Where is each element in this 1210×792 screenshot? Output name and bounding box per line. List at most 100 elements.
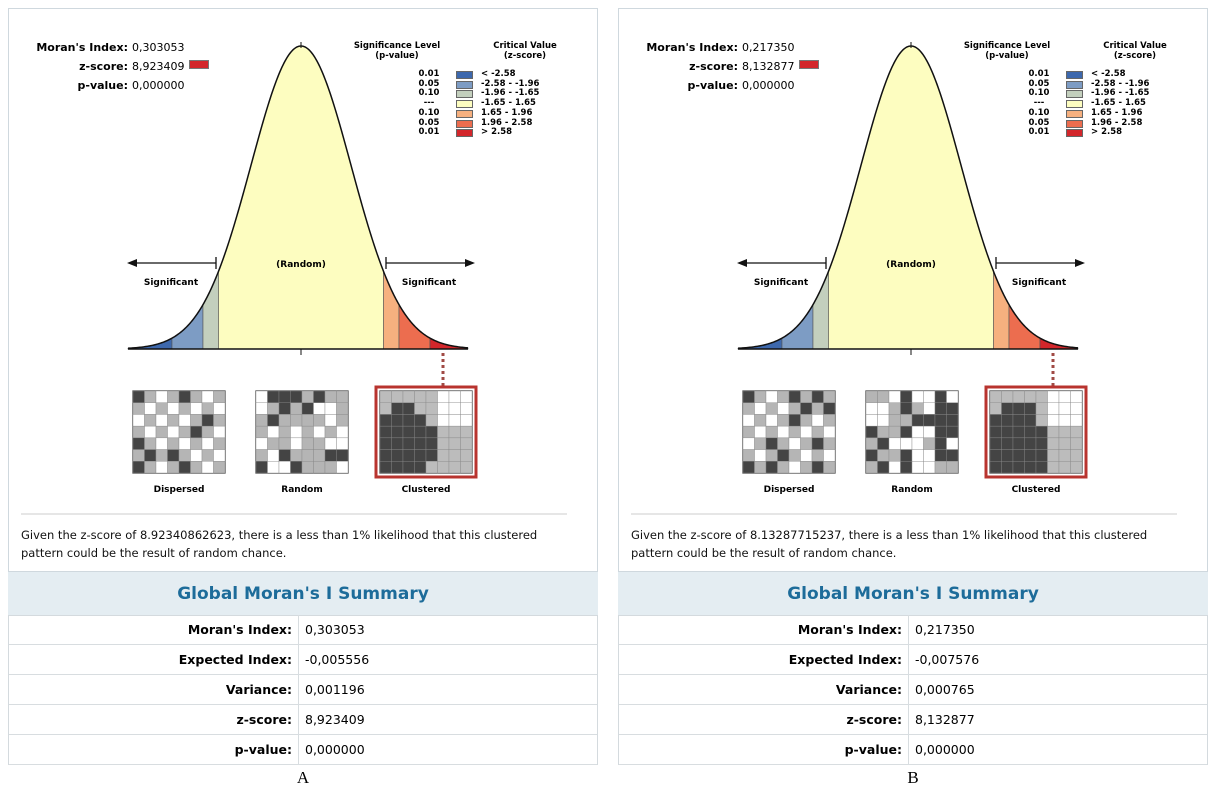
map-cell: [190, 402, 203, 415]
map-cell: [167, 402, 180, 415]
map-cell: [402, 449, 415, 462]
map-cell: [448, 425, 461, 439]
map-cell: [1012, 390, 1025, 403]
stat-label: z-score:: [689, 60, 738, 73]
stat-row: z-score: 8,132877: [619, 60, 819, 73]
map-cell: [1035, 425, 1048, 439]
map-cell: [1024, 461, 1037, 474]
map-cell: [1047, 461, 1060, 474]
legend-z: > 2.58: [481, 127, 513, 138]
map-cell: [765, 425, 778, 439]
map-cell: [255, 390, 268, 403]
map-cell: [777, 402, 790, 415]
summary-key: p-value:: [9, 735, 299, 764]
map-cell: [336, 414, 349, 427]
map-cell: [402, 437, 415, 450]
map-cell: [391, 414, 404, 427]
map-cell: [425, 461, 438, 474]
map-cell: [865, 437, 878, 450]
map-label: Dispersed: [154, 485, 205, 495]
report: Moran's Index: 0,303053 z-score: 8,923409 p-…: [8, 8, 598, 572]
map-cell: [437, 449, 450, 462]
map-cell: [1070, 437, 1083, 450]
legend-header: (p-value): [985, 51, 1029, 61]
map-cell: [255, 402, 268, 415]
map-cell: [800, 390, 813, 403]
map-cell: [1035, 402, 1048, 415]
map-cell: [301, 414, 314, 427]
summary-row: Expected Index: -0,007576: [619, 645, 1207, 675]
map-cell: [888, 449, 901, 462]
map-cell: [414, 437, 427, 450]
map-cell: [437, 402, 450, 415]
map-cell: [379, 449, 392, 462]
legend-p: 0.10: [1028, 88, 1050, 99]
map-cell: [437, 461, 450, 474]
legend-z: -1.96 - -1.65: [481, 88, 540, 99]
map-cell: [742, 402, 755, 415]
map-cell: [379, 402, 392, 415]
map-cell: [742, 414, 755, 427]
legend-swatch: [456, 100, 473, 109]
legend-z: > 2.58: [1091, 127, 1123, 138]
map-cell: [1024, 437, 1037, 450]
map-cell: [788, 449, 801, 462]
summary-key: Moran's Index:: [9, 615, 299, 644]
map-cell: [788, 425, 801, 439]
summary-value: 8,132877: [915, 712, 975, 727]
map-cell: [301, 402, 314, 415]
map-cell: [301, 437, 314, 450]
map-cell: [911, 425, 924, 439]
map-cell: [178, 461, 191, 474]
map-cell: [178, 390, 191, 403]
curve-outline: [127, 45, 469, 349]
map-cell: [1070, 461, 1083, 474]
summary-row: p-value: 0,000000: [9, 735, 597, 765]
map-cell: [402, 461, 415, 474]
map-cell: [1001, 449, 1014, 462]
curve-zone: [828, 45, 994, 350]
map-cell: [414, 449, 427, 462]
map-cell: [155, 437, 168, 450]
summary-row: Expected Index: -0,005556: [9, 645, 597, 675]
map-cell: [934, 449, 947, 462]
map-cell: [1070, 425, 1083, 439]
map-cell: [155, 390, 168, 403]
map-cell: [313, 390, 326, 403]
map-cell: [911, 449, 924, 462]
summary-key: Expected Index:: [9, 645, 299, 674]
map-cell: [865, 402, 878, 415]
map-cell: [290, 414, 303, 427]
legend-z: 1.65 - 1.96: [1091, 107, 1143, 118]
map-cell: [923, 449, 936, 462]
curve-zone: [202, 271, 219, 350]
map-cell: [267, 390, 280, 403]
map-cell: [934, 390, 947, 403]
map-cell: [1024, 402, 1037, 415]
map-cell: [155, 425, 168, 439]
legend-p: 0.05: [1028, 78, 1050, 89]
map-cell: [324, 390, 337, 403]
legend-z: 1.65 - 1.96: [481, 107, 533, 118]
map-cell: [1047, 425, 1060, 439]
map-cell: [190, 461, 203, 474]
map-cell: [448, 390, 461, 403]
map-cell: [178, 402, 191, 415]
summary-row: Variance: 0,001196: [9, 675, 597, 705]
map-cell: [934, 402, 947, 415]
map-cell: [923, 402, 936, 415]
legend-p: 0.10: [418, 107, 440, 118]
map-cell: [391, 437, 404, 450]
summary-row: z-score: 8,923409: [9, 705, 597, 735]
map-cell: [742, 461, 755, 474]
map-cell: [877, 461, 890, 474]
map-cell: [255, 461, 268, 474]
map-cell: [132, 437, 145, 450]
map-cell: [178, 449, 191, 462]
map-cell: [900, 390, 913, 403]
legend-swatch: [1066, 90, 1083, 99]
map-cell: [201, 402, 214, 415]
map-cell: [178, 437, 191, 450]
map-cell: [934, 414, 947, 427]
map-cell: [934, 425, 947, 439]
